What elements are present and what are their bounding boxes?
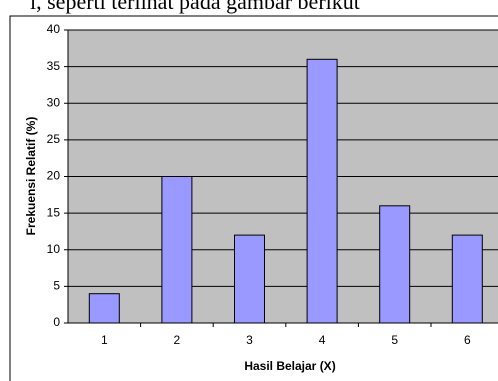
- y-axis-label: Frekuensi Relatif (%): [24, 117, 38, 236]
- x-tick-label: 6: [464, 333, 471, 347]
- context-text: i, seperti terlihat pada gambar berikut: [30, 0, 360, 14]
- bar: [234, 234, 265, 324]
- y-tick-label: 25: [47, 132, 61, 146]
- y-tick-label: 15: [47, 205, 61, 219]
- x-tick-label: 2: [174, 333, 181, 347]
- bar: [451, 234, 483, 324]
- y-tick-label: 10: [47, 242, 61, 256]
- x-tick-label: 5: [391, 333, 398, 347]
- y-tick-label: 0: [53, 315, 60, 329]
- y-tick-label: 30: [47, 95, 61, 109]
- y-tick-label: 35: [47, 59, 61, 73]
- x-tick-label: 4: [319, 333, 326, 347]
- y-tick-label: 20: [47, 169, 61, 183]
- x-tick-label: 3: [246, 333, 253, 347]
- y-tick-label: 5: [53, 279, 60, 293]
- bar: [379, 205, 411, 324]
- y-tick-label: 40: [47, 22, 61, 36]
- bar: [306, 58, 338, 324]
- bar: [161, 176, 193, 324]
- bar: [88, 293, 120, 324]
- x-tick-label: 1: [101, 333, 108, 347]
- x-axis-label: Hasil Belajar (X): [244, 359, 335, 373]
